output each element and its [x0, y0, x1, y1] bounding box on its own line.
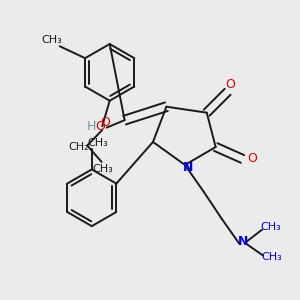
Text: O: O	[95, 120, 105, 133]
Text: CH₃: CH₃	[41, 35, 62, 45]
Text: H: H	[87, 120, 97, 133]
Text: CH₃: CH₃	[261, 222, 281, 232]
Text: O: O	[248, 152, 257, 165]
Text: N: N	[238, 235, 248, 248]
Text: CH₃: CH₃	[262, 252, 282, 262]
Text: CH₂: CH₂	[68, 142, 88, 152]
Text: N: N	[183, 161, 193, 174]
Text: CH₃: CH₃	[93, 164, 113, 174]
Text: O: O	[100, 116, 110, 129]
Text: O: O	[225, 78, 235, 91]
Text: CH₃: CH₃	[87, 138, 108, 148]
